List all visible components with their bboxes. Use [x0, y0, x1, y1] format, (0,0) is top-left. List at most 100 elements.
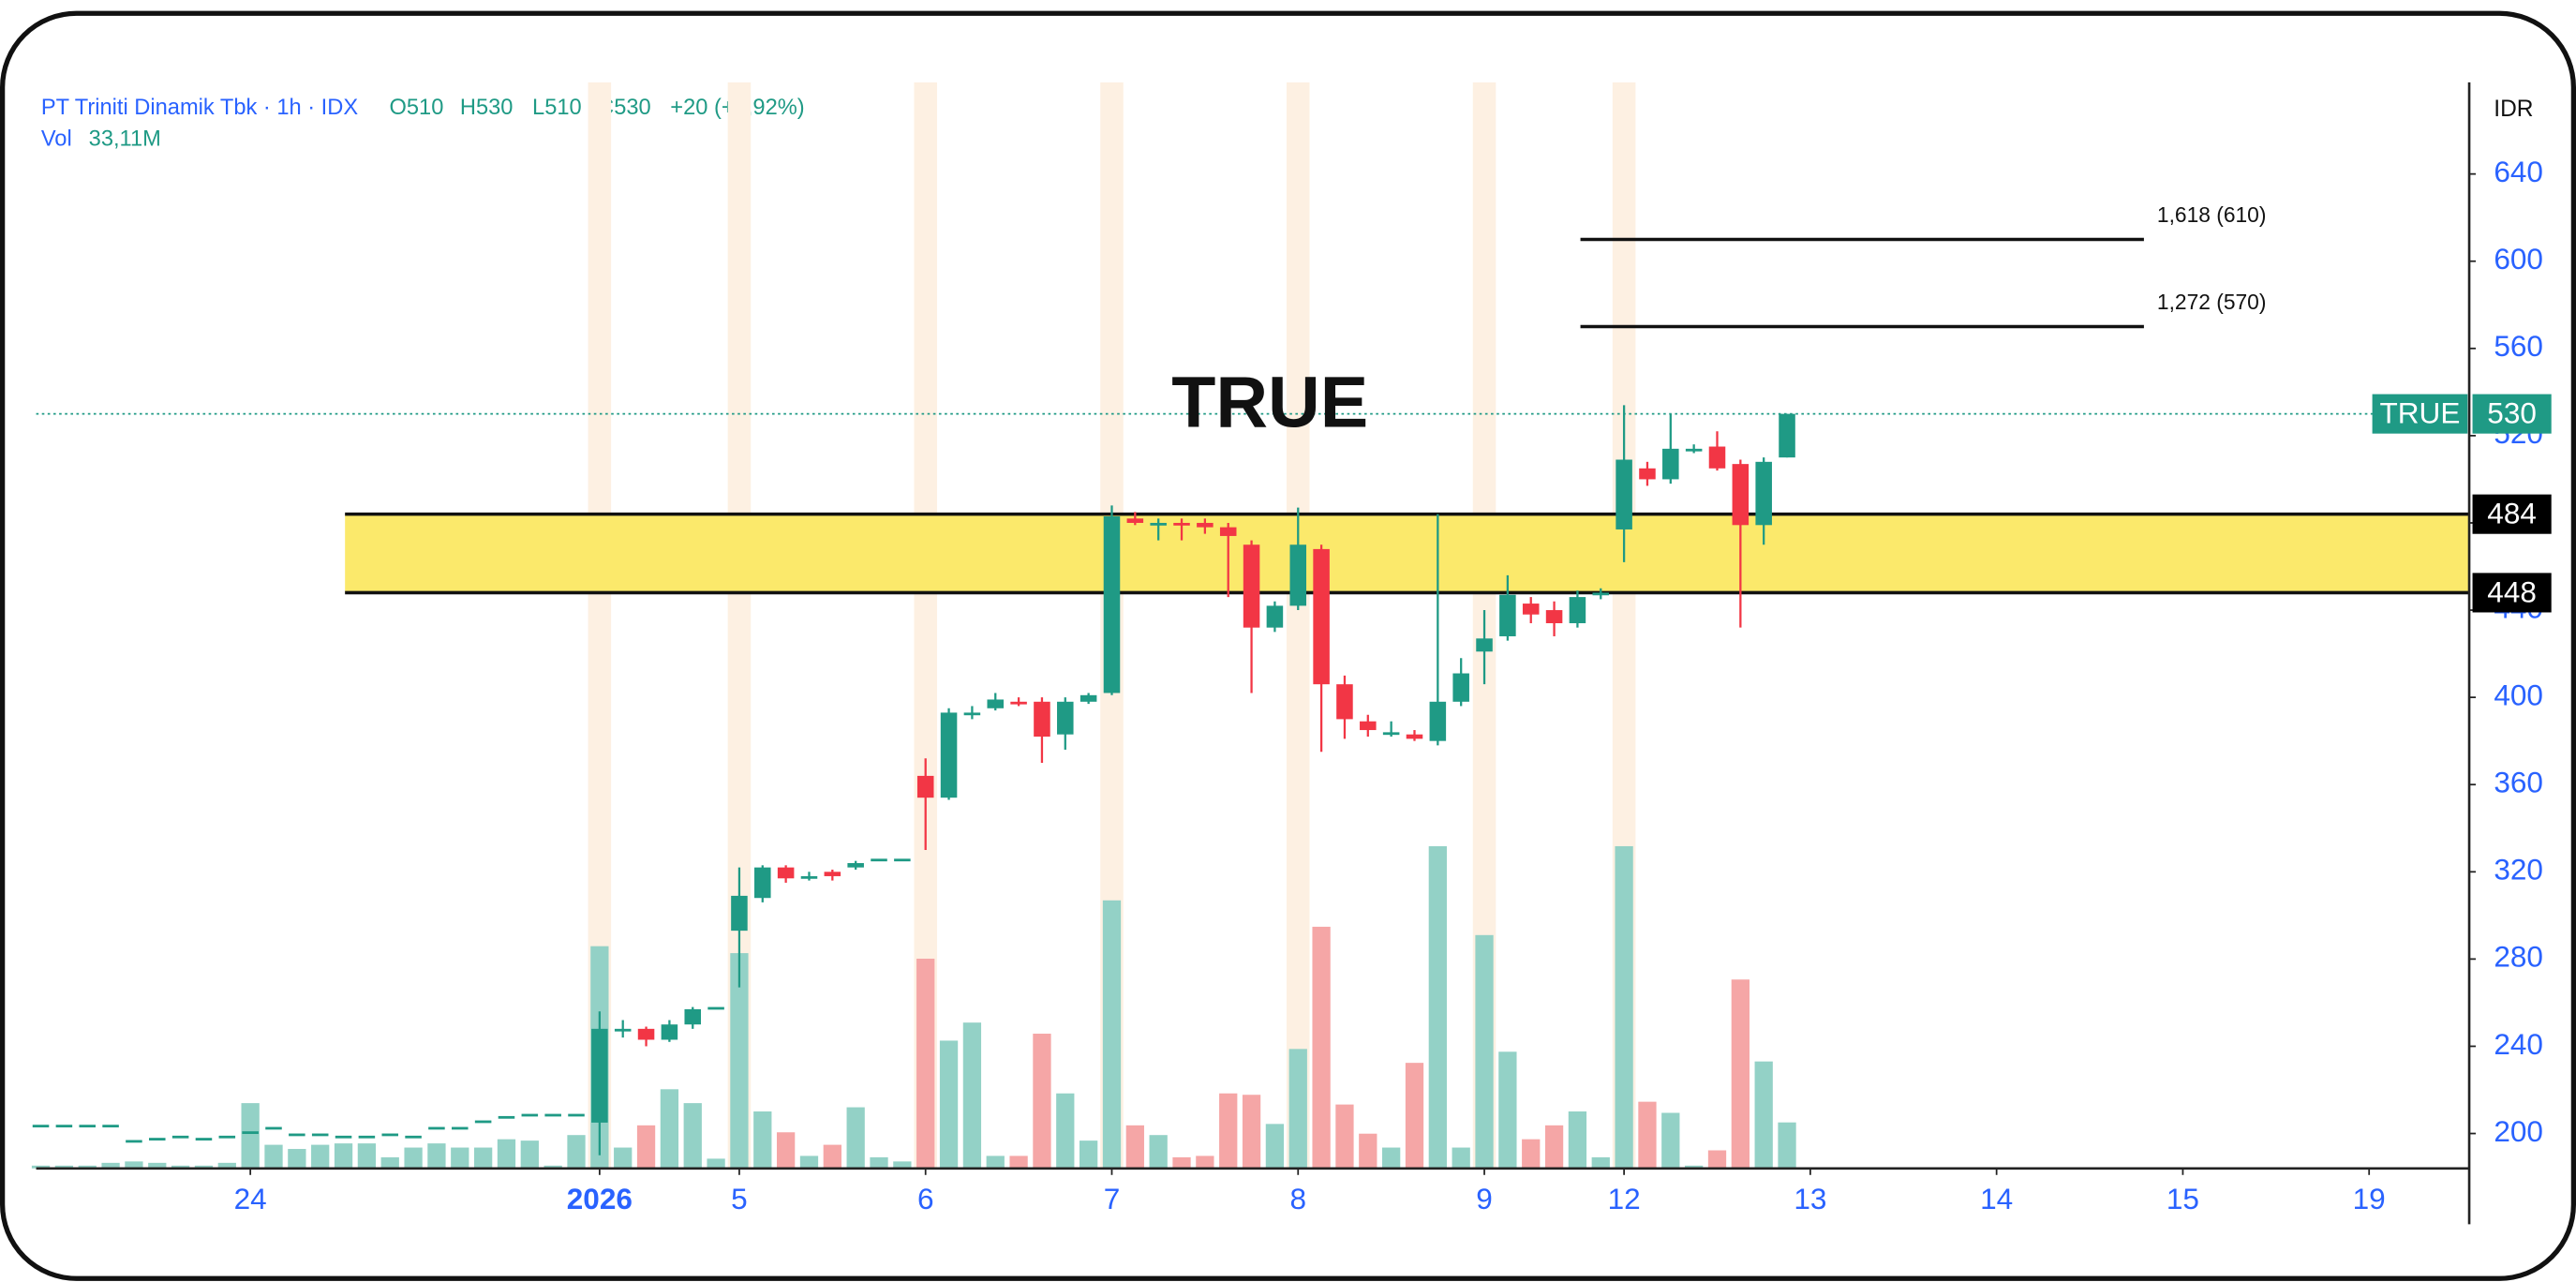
candle-body [1057, 701, 1074, 735]
candle-body [824, 872, 841, 876]
volume-bar [1428, 845, 1447, 1169]
volume-bar [1778, 1122, 1796, 1169]
volume-bar [893, 1161, 912, 1169]
candle-body [591, 1028, 608, 1123]
volume-bar [1149, 1135, 1168, 1169]
candle-body [754, 867, 771, 899]
candle-body [637, 1028, 655, 1040]
symbol: PT Triniti Dinamik Tbk · 1h · IDX [41, 96, 359, 120]
volume-bar [776, 1132, 796, 1169]
volume-bar [916, 959, 935, 1169]
x-tick-label: 2026 [567, 1182, 633, 1215]
candle-body [544, 1113, 561, 1117]
volume-bar [217, 1162, 236, 1169]
volume-bar [1638, 1101, 1657, 1169]
candle-body [311, 1133, 329, 1137]
candle-body [1197, 522, 1214, 528]
annotation: TRUE [1171, 362, 1368, 442]
volume-bar [1498, 1051, 1517, 1169]
volume-bar [1754, 1061, 1773, 1169]
volume-bar [1382, 1147, 1401, 1169]
ohlc-high: H530 [460, 96, 514, 120]
zone-upper-tag: 484 [2487, 497, 2537, 530]
volume-bar [264, 1144, 283, 1169]
y-tick-label: 200 [2494, 1114, 2543, 1148]
volume-bar [707, 1158, 725, 1169]
candle-body [381, 1133, 399, 1137]
candle-body [1382, 732, 1400, 736]
candle-body [195, 1138, 213, 1141]
volume-bar [1475, 934, 1494, 1169]
candle-body [568, 1113, 585, 1117]
candle-body [1034, 701, 1050, 738]
candle-body [1289, 544, 1307, 606]
volume-bar [614, 1147, 633, 1169]
candle-body [1545, 610, 1563, 624]
x-tick-label: 5 [731, 1182, 748, 1215]
volume-bar [1685, 1165, 1704, 1169]
volume-bar [1056, 1093, 1075, 1169]
volume-bar [1707, 1150, 1727, 1169]
volume-bar [1172, 1156, 1191, 1169]
volume-bar [1335, 1104, 1354, 1169]
candle-body [1080, 694, 1097, 702]
volume-bar [380, 1156, 399, 1169]
volume-bar [54, 1165, 74, 1169]
candle-body [171, 1135, 189, 1139]
volume-bar [1125, 1125, 1144, 1169]
candle-body [1150, 522, 1167, 526]
volume-bar [1102, 900, 1122, 1169]
volume-bar [986, 1155, 1005, 1169]
zone [345, 514, 2470, 593]
y-tick-label: 360 [2494, 766, 2543, 799]
x-tick-label: 9 [1476, 1182, 1493, 1215]
ohlc-open: O510 [390, 96, 444, 120]
volume-bar [1661, 1112, 1680, 1169]
x-tick-label: 12 [1608, 1182, 1641, 1215]
plot: 1,618 (610) 1,272 (570) 200 240 280 320 360 400… [31, 82, 2552, 1225]
candle-body [1755, 461, 1772, 526]
candle-body [428, 1126, 445, 1130]
candle-body [265, 1126, 282, 1130]
volume-bar [1196, 1155, 1214, 1169]
candle-body [474, 1120, 492, 1124]
volume-value: 33,11M [89, 127, 161, 152]
candle-body [777, 867, 795, 879]
candle-body [1708, 446, 1726, 469]
y-tick-label: 240 [2494, 1027, 2543, 1061]
volume-bar [125, 1161, 143, 1169]
last-price-tag: 530 [2487, 396, 2537, 430]
candle-body [987, 699, 1005, 708]
volume-bar [1242, 1095, 1261, 1169]
candle-body [1103, 515, 1121, 693]
volume-bar [1544, 1125, 1564, 1169]
candle-body [1662, 448, 1679, 480]
candle-body [707, 1006, 724, 1010]
candle-body [1010, 701, 1027, 705]
volume-bar [357, 1143, 377, 1169]
candle-body [149, 1138, 166, 1141]
volume-bar [1405, 1063, 1424, 1169]
volume-bar [870, 1156, 888, 1169]
volume-bar [1079, 1140, 1098, 1169]
candle-body [661, 1024, 678, 1040]
volume-bar [1591, 1156, 1610, 1169]
candle-body [1126, 518, 1144, 523]
x-tick-label: 13 [1794, 1182, 1826, 1215]
candle-body [1243, 544, 1260, 628]
volume-bar [543, 1165, 562, 1169]
volume-bar [1359, 1133, 1377, 1169]
volume-bar [660, 1089, 679, 1169]
y-tick-label: 400 [2494, 678, 2543, 711]
candle-body [731, 895, 748, 932]
volume-bar [567, 1135, 586, 1169]
candle-body [1616, 459, 1632, 529]
x-tick-label: 14 [1980, 1182, 2013, 1215]
candle-body [126, 1140, 142, 1143]
volume-bar [451, 1147, 469, 1169]
candle-body [1592, 592, 1610, 596]
symbol-tag: TRUE [2380, 396, 2461, 430]
zone-lower-tag-box [2472, 573, 2552, 613]
zone-upper-tag-box [2472, 494, 2552, 534]
